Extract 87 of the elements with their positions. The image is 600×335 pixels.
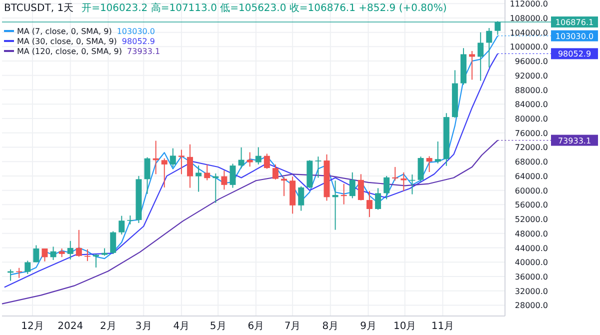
candlestick bbox=[118, 215, 125, 235]
candlestick bbox=[221, 170, 228, 190]
candlestick bbox=[187, 144, 194, 188]
chart-title: BTCUSDT, 1天 bbox=[4, 3, 74, 14]
candlestick bbox=[246, 152, 253, 168]
y-tick-label: 44000.0 bbox=[514, 244, 548, 253]
text: 98052.9 bbox=[558, 50, 592, 59]
x-tick-label: 8月 bbox=[322, 321, 339, 332]
chart-subtitle: 开=106023.2 高=107113.0 低=105623.0 收=106876.1 +852.9 (+0.80%) bbox=[82, 2, 447, 14]
candlestick bbox=[196, 165, 202, 192]
x-tick-label: 2024 bbox=[58, 321, 84, 332]
y-tick-label: 84000.0 bbox=[514, 100, 548, 110]
text: 103030.0 bbox=[555, 32, 594, 41]
candlestick bbox=[298, 186, 304, 212]
candlestick bbox=[272, 164, 278, 180]
candlestick bbox=[144, 156, 150, 194]
candlestick bbox=[418, 156, 424, 182]
x-tick-label: 12月 bbox=[21, 321, 44, 332]
candlestick bbox=[93, 254, 99, 268]
ref-line-label: 106876.1 bbox=[555, 18, 594, 27]
y-tick-label: 56000.0 bbox=[514, 200, 548, 210]
candlestick bbox=[238, 146, 244, 169]
y-tick-label: 52000.0 bbox=[514, 215, 548, 224]
y-tick-label: 28000.0 bbox=[514, 301, 548, 310]
y-tick-label: 48000.0 bbox=[514, 229, 548, 238]
y-tick-label: 64000.0 bbox=[514, 172, 548, 181]
y-tick-label: 40000.0 bbox=[514, 258, 548, 268]
annotation: 103030.0 bbox=[116, 27, 156, 36]
x-tick-label: 3月 bbox=[135, 321, 152, 332]
x-tick-label: 2月 bbox=[100, 321, 116, 332]
candlestick bbox=[170, 148, 176, 168]
candlestick bbox=[434, 140, 441, 164]
y-tick-label: 96000.0 bbox=[514, 57, 548, 66]
y-tick-label: 72000.0 bbox=[514, 143, 548, 152]
candlestick bbox=[478, 32, 484, 82]
y-tick-label: 36000.0 bbox=[514, 272, 548, 282]
x-tick-label: 11月 bbox=[431, 321, 454, 332]
x-tick-label: 6月 bbox=[248, 321, 264, 332]
candlestick bbox=[230, 163, 236, 188]
candlestick bbox=[426, 156, 432, 173]
candlestick bbox=[400, 172, 407, 192]
y-tick-label: 60000.0 bbox=[514, 186, 548, 196]
candlestick bbox=[50, 246, 56, 260]
candlestick bbox=[332, 180, 338, 230]
candlestick bbox=[392, 166, 398, 182]
legend-label: MA (120, close, 0, SMA, 9) bbox=[17, 47, 122, 56]
y-tick-label: 88000.0 bbox=[514, 86, 548, 95]
y-tick-label: 104000.0 bbox=[510, 28, 548, 38]
candlestick bbox=[67, 240, 74, 260]
y-tick-label: 92000.0 bbox=[514, 71, 548, 80]
text: 73933.1 bbox=[558, 136, 592, 146]
y-tick-label: 112000.0 bbox=[510, 0, 548, 9]
candlestick bbox=[349, 172, 356, 199]
candlestick bbox=[315, 156, 322, 178]
candlestick bbox=[469, 50, 476, 80]
annotation: 73933.1 bbox=[127, 47, 160, 56]
candlestick bbox=[486, 28, 492, 68]
y-tick-label: 32000.0 bbox=[514, 286, 548, 296]
candlestick bbox=[110, 230, 116, 255]
candlestick bbox=[384, 175, 390, 200]
candlestick bbox=[33, 244, 40, 263]
x-tick-label: 10月 bbox=[394, 321, 416, 332]
y-tick-label: 80000.0 bbox=[514, 114, 548, 124]
y-tick-label: 68000.0 bbox=[514, 158, 548, 167]
candlestick bbox=[255, 146, 262, 165]
x-tick-label: 4月 bbox=[173, 321, 190, 332]
candlestick bbox=[76, 229, 82, 258]
x-tick-label: 7月 bbox=[284, 321, 301, 332]
candlestick bbox=[340, 183, 347, 205]
candlestick bbox=[366, 190, 372, 218]
y-tick-label: 100000.0 bbox=[510, 42, 548, 52]
legend-label: MA (7, close, 0, SMA, 9) bbox=[17, 27, 112, 36]
x-tick-label: 9月 bbox=[360, 321, 376, 332]
candlestick bbox=[204, 164, 210, 181]
candlestick bbox=[264, 153, 270, 170]
x-tick-label: 5月 bbox=[210, 321, 226, 332]
y-tick-label: 108000.0 bbox=[510, 14, 548, 23]
legend-label: MA (30, close, 0, SMA, 9) bbox=[17, 37, 117, 46]
candlestick bbox=[178, 149, 184, 175]
candlestick bbox=[42, 248, 48, 262]
candlestick bbox=[375, 188, 382, 210]
candlestick bbox=[161, 158, 168, 188]
annotation: 98052.9 bbox=[122, 37, 156, 46]
candlestick bbox=[127, 214, 134, 225]
candlestick bbox=[24, 260, 31, 274]
candlestick bbox=[358, 174, 364, 201]
y-tick-label: 76000.0 bbox=[514, 128, 548, 138]
